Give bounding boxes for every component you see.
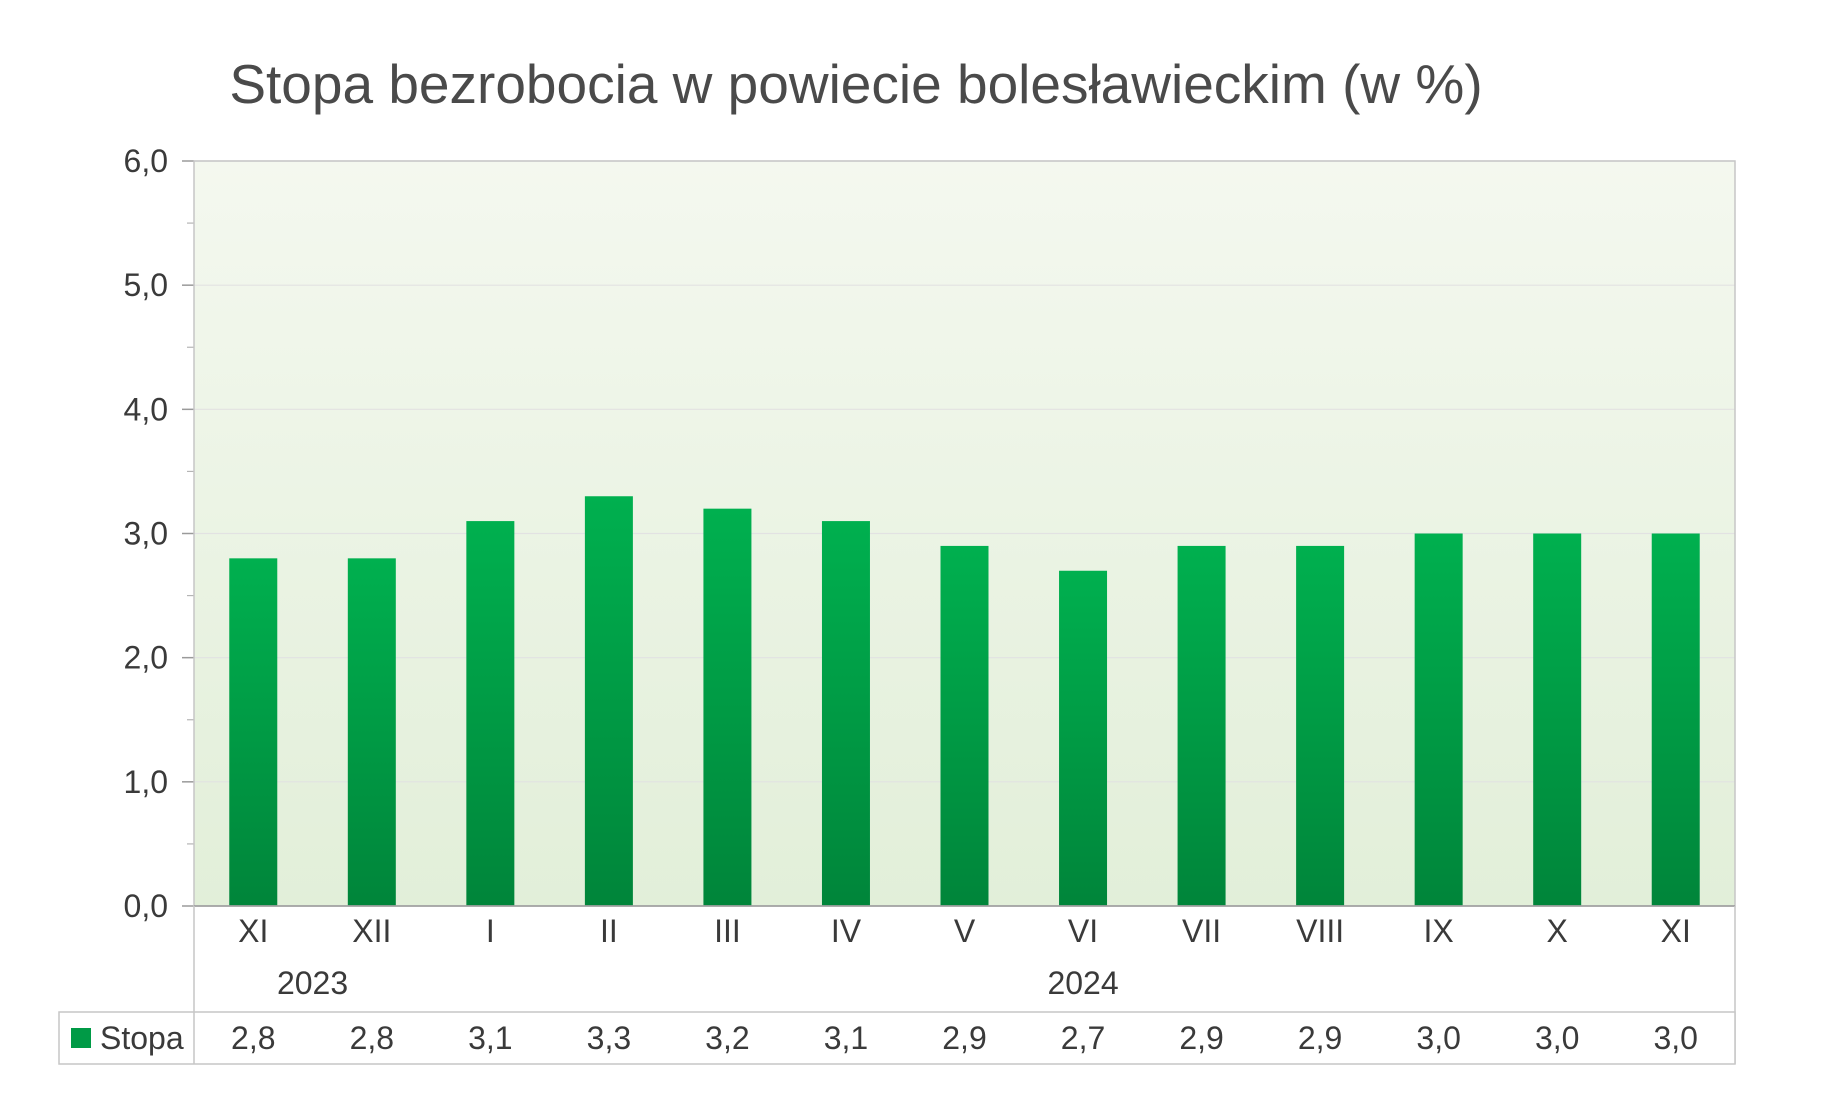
bar [703, 508, 752, 906]
x-tick-label: XI [1661, 913, 1691, 949]
bar [1414, 533, 1463, 906]
data-table-value: 2,7 [1061, 1020, 1105, 1056]
bar [229, 558, 278, 906]
x-tick-label: VI [1068, 913, 1098, 949]
y-tick-label: 2,0 [124, 640, 168, 676]
x-tick-label: V [954, 913, 976, 949]
bar [1651, 533, 1700, 906]
data-table-value: 3,1 [824, 1020, 868, 1056]
x-tick-label: VII [1182, 913, 1221, 949]
data-table-value: 2,9 [1298, 1020, 1342, 1056]
data-table-value: 2,9 [1179, 1020, 1223, 1056]
legend-key [71, 1028, 91, 1048]
data-table-value: 3,3 [587, 1020, 631, 1056]
data-table-row [58, 1011, 1736, 1065]
chart-title: Stopa bezrobocia w powiecie bolesławieck… [229, 53, 1483, 115]
legend-label: Stopa [100, 1020, 184, 1056]
bar [584, 496, 633, 906]
year-group-label: 2024 [1047, 965, 1118, 1001]
y-tick-label: 4,0 [124, 391, 168, 427]
x-tick-label: X [1547, 913, 1568, 949]
x-tick-label: XI [238, 913, 268, 949]
x-tick-label: I [486, 913, 495, 949]
x-tick-label: IV [831, 913, 862, 949]
bar [821, 521, 870, 906]
x-tick-label: II [600, 913, 618, 949]
bar [940, 545, 989, 906]
bar [1533, 533, 1582, 906]
x-tick-label: VIII [1296, 913, 1344, 949]
data-table-value: 2,9 [942, 1020, 986, 1056]
y-tick-label: 6,0 [124, 143, 168, 179]
data-table-value: 3,0 [1535, 1020, 1579, 1056]
x-tick-label: XII [352, 913, 391, 949]
data-table-value: 3,0 [1653, 1020, 1697, 1056]
bar [1177, 545, 1226, 906]
x-tick-label: III [714, 913, 741, 949]
data-table-value: 2,8 [231, 1020, 275, 1056]
bar [466, 521, 515, 906]
bar [1296, 545, 1345, 906]
y-tick-label: 5,0 [124, 267, 168, 303]
x-tick-label: IX [1424, 913, 1454, 949]
y-tick-label: 0,0 [124, 888, 168, 924]
data-table-value: 2,8 [350, 1020, 394, 1056]
y-tick-label: 3,0 [124, 516, 168, 552]
data-table-value: 3,2 [705, 1020, 749, 1056]
data-table-value: 3,0 [1416, 1020, 1460, 1056]
y-tick-label: 1,0 [124, 764, 168, 800]
bar [1059, 570, 1108, 906]
data-table-value: 3,1 [468, 1020, 512, 1056]
bar [347, 558, 396, 906]
year-group-label: 2023 [277, 965, 348, 1001]
